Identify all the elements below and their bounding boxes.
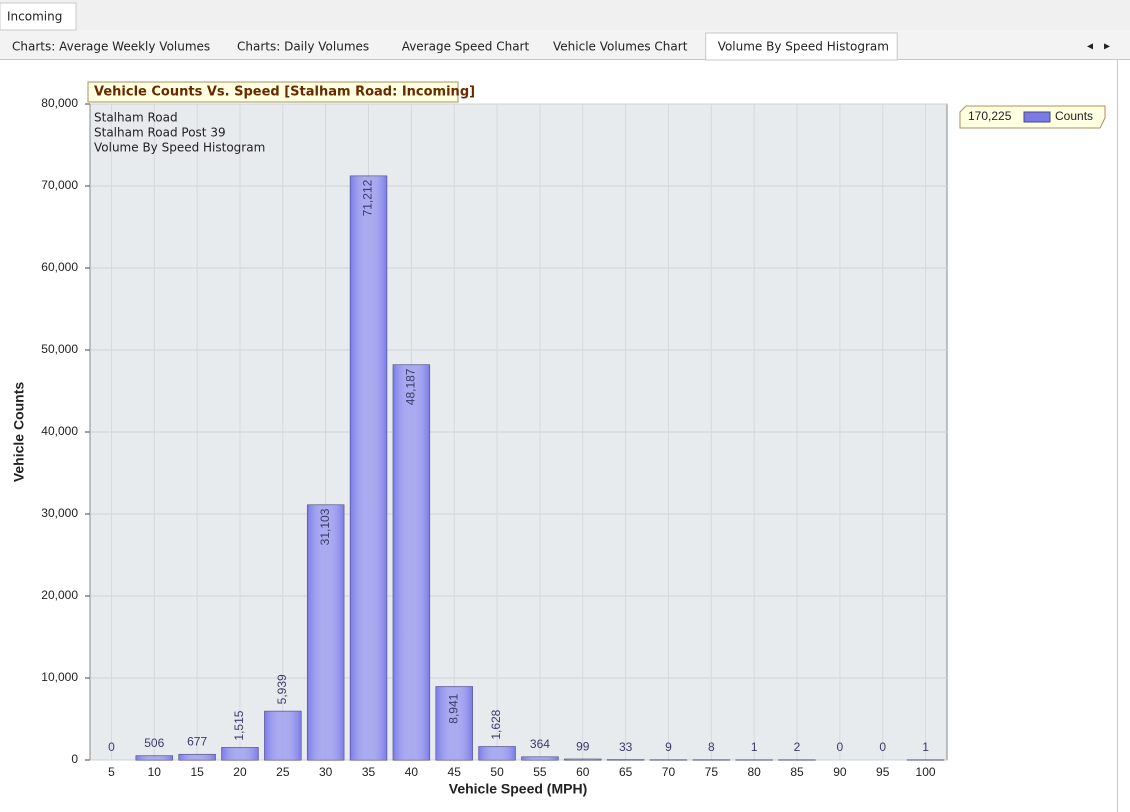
- y-tick-label: 60,000: [41, 260, 78, 274]
- chart-note: Stalham Road: [94, 111, 178, 125]
- value-label: 0: [108, 740, 115, 754]
- chart-note: Stalham Road Post 39: [94, 126, 226, 140]
- x-tick-label: 80: [747, 765, 761, 779]
- y-tick-label: 10,000: [41, 670, 78, 684]
- value-label: 8,941: [446, 693, 460, 723]
- tab-label[interactable]: Vehicle Volumes Chart: [553, 40, 688, 54]
- y-axis-label: Vehicle Counts: [11, 382, 27, 483]
- value-label: 33: [619, 740, 633, 754]
- title-box: [87, 81, 459, 103]
- top-tab[interactable]: [0, 2, 77, 31]
- tab-label[interactable]: Average Speed Chart: [402, 40, 530, 54]
- bar-shine: [136, 755, 173, 760]
- value-label: 1,628: [489, 709, 503, 739]
- active-tab[interactable]: [705, 32, 898, 61]
- value-label: 677: [187, 735, 207, 749]
- value-label: 8: [708, 740, 715, 754]
- x-tick-label: 70: [662, 765, 676, 779]
- top-tab-strip: [0, 0, 1130, 30]
- y-tick-label: 30,000: [41, 506, 78, 520]
- top-tab-label[interactable]: Incoming: [7, 10, 62, 24]
- x-tick-label: 25: [276, 765, 290, 779]
- tab-label[interactable]: Charts: Average Weekly Volumes: [12, 40, 210, 54]
- chart-title: Vehicle Counts Vs. Speed [Stalham Road: …: [94, 85, 475, 100]
- tab-label[interactable]: Volume By Speed Histogram: [718, 40, 889, 54]
- value-label: 364: [530, 737, 550, 751]
- bar-shine: [521, 757, 559, 760]
- x-tick-label: 90: [833, 765, 847, 779]
- x-tick-label: 10: [148, 765, 162, 779]
- tab-label[interactable]: Charts: Daily Volumes: [237, 40, 369, 54]
- value-label: 71,212: [361, 179, 375, 216]
- value-label: 506: [144, 736, 164, 750]
- y-tick-label: 0: [71, 752, 78, 766]
- value-label: 1: [751, 740, 758, 754]
- y-tick-label: 50,000: [41, 342, 78, 356]
- y-tick-label: 20,000: [41, 588, 78, 602]
- scroll-left[interactable]: ◂: [1087, 39, 1093, 53]
- bar-shine: [393, 364, 430, 760]
- chart-note: Volume By Speed Histogram: [94, 141, 265, 155]
- bar-shine: [264, 711, 302, 760]
- x-tick-label: 45: [448, 765, 462, 779]
- bar-shine: [221, 747, 259, 760]
- value-label: 5,939: [275, 674, 289, 704]
- x-axis-label: Vehicle Speed (MPH): [449, 781, 587, 797]
- x-tick-label: 40: [405, 765, 419, 779]
- value-label: 31,103: [318, 508, 332, 545]
- y-tick-label: 70,000: [41, 178, 78, 192]
- legend-label[interactable]: Counts: [1055, 109, 1093, 123]
- legend-total: 170,225: [968, 109, 1012, 123]
- legend-swatch: [1023, 111, 1051, 123]
- y-tick-label: 40,000: [41, 424, 78, 438]
- scroll-right[interactable]: ▸: [1104, 39, 1110, 53]
- x-tick-label: 100: [916, 765, 936, 779]
- tab-strip: [0, 30, 1130, 60]
- bar-shine: [178, 754, 216, 760]
- x-tick-label: 65: [619, 765, 633, 779]
- x-tick-label: 30: [319, 765, 333, 779]
- x-tick-label: 75: [705, 765, 719, 779]
- bar-shine: [350, 176, 387, 761]
- value-label: 0: [837, 740, 844, 754]
- value-label: 48,187: [404, 368, 418, 405]
- x-tick-label: 35: [362, 765, 376, 779]
- x-tick-label: 85: [790, 765, 804, 779]
- y-tick-label: 80,000: [41, 96, 78, 110]
- value-label: 1: [922, 740, 929, 754]
- value-label: 9: [665, 740, 672, 754]
- x-tick-label: 60: [576, 765, 590, 779]
- x-tick-label: 5: [108, 765, 115, 779]
- x-tick-label: 50: [490, 765, 504, 779]
- x-tick-label: 20: [233, 765, 247, 779]
- value-label: 99: [576, 739, 590, 753]
- bar-shine: [307, 504, 344, 760]
- bar-shine: [436, 686, 473, 760]
- value-label: 0: [879, 740, 886, 754]
- value-label: 1,515: [232, 710, 246, 740]
- value-label: 2: [794, 740, 801, 754]
- bar-shine: [564, 759, 601, 760]
- bar-shine: [478, 746, 516, 760]
- x-tick-label: 95: [876, 765, 890, 779]
- x-tick-label: 55: [533, 765, 547, 779]
- x-tick-label: 15: [190, 765, 204, 779]
